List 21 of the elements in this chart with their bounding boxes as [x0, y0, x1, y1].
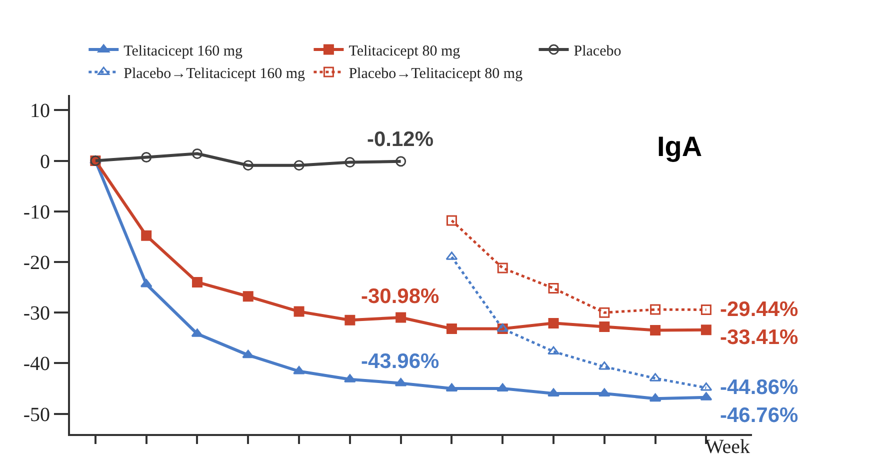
legend-label: Placebo→Telitacicept 160 mg	[124, 66, 306, 82]
y-tick-label: 10	[30, 100, 50, 122]
legend-label: Placebo	[574, 43, 622, 60]
annotation: IgA	[657, 131, 702, 162]
y-tick-label: -10	[23, 201, 50, 224]
legend-label: Telitacicept 80 mg	[348, 43, 461, 60]
legend-label: Placebo→Telitacicept 80 mg	[348, 66, 524, 82]
y-tick-label: -40	[23, 353, 50, 376]
data-label: -44.86%	[720, 376, 799, 399]
data-label: -30.98%	[361, 285, 440, 308]
legend-label: Telitacicept 160 mg	[124, 43, 244, 60]
y-tick-label: -30	[23, 302, 50, 325]
data-label: -29.44%	[720, 298, 799, 321]
data-label: -33.41%	[720, 326, 799, 349]
data-label: -46.76%	[720, 404, 799, 427]
data-label: -43.96%	[361, 350, 440, 373]
y-tick-label: -50	[23, 404, 50, 426]
x-axis-title: Week	[705, 436, 750, 458]
y-tick-label: 0	[40, 150, 50, 173]
y-tick-label: -20	[23, 252, 50, 274]
data-label: -0.12%	[367, 128, 434, 151]
